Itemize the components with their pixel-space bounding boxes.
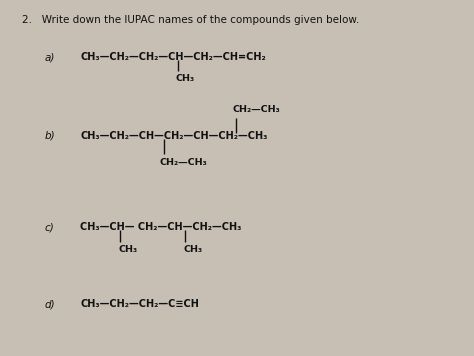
Text: a): a) bbox=[45, 52, 55, 62]
Text: b): b) bbox=[45, 131, 55, 141]
Text: CH₂—CH₃: CH₂—CH₃ bbox=[160, 158, 208, 167]
Text: 2.   Write down the IUPAC names of the compounds given below.: 2. Write down the IUPAC names of the com… bbox=[21, 15, 359, 25]
Text: d): d) bbox=[45, 299, 55, 309]
Text: CH₃—CH— CH₂—CH—CH₂—CH₃: CH₃—CH— CH₂—CH—CH₂—CH₃ bbox=[80, 222, 241, 232]
Text: CH₃: CH₃ bbox=[118, 245, 137, 254]
Text: CH₃: CH₃ bbox=[175, 74, 194, 83]
Text: CH₃—CH₂—CH₂—CH—CH₂—CH=CH₂: CH₃—CH₂—CH₂—CH—CH₂—CH=CH₂ bbox=[80, 52, 266, 62]
Text: CH₃—CH₂—CH₂—C≡CH: CH₃—CH₂—CH₂—C≡CH bbox=[80, 299, 199, 309]
Text: c): c) bbox=[45, 222, 55, 232]
Text: CH₃: CH₃ bbox=[183, 245, 202, 254]
Text: CH₃—CH₂—CH—CH₂—CH—CH₂—CH₃: CH₃—CH₂—CH—CH₂—CH—CH₂—CH₃ bbox=[80, 131, 267, 141]
Text: CH₂—CH₃: CH₂—CH₃ bbox=[232, 105, 280, 114]
